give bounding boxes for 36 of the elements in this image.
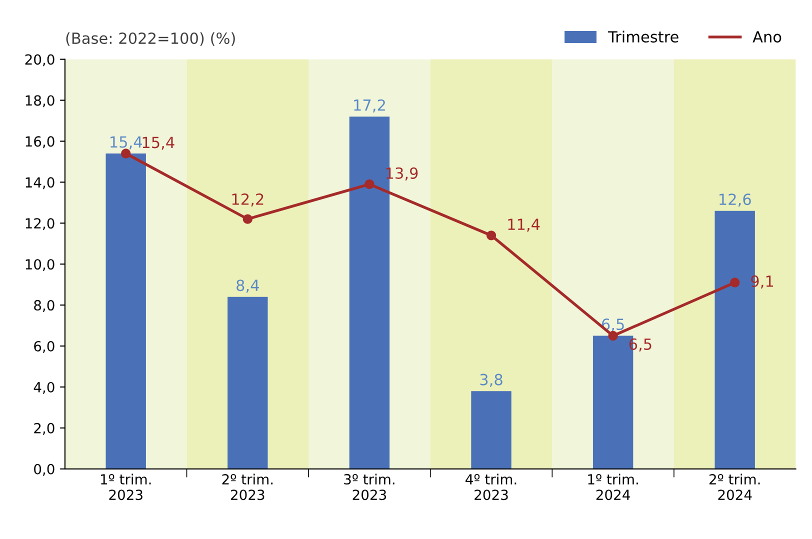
x-tick-label: 1º trim. 2024 <box>588 474 638 500</box>
y-tick-label: 0,0 <box>34 464 54 476</box>
data-label: 3,8 <box>480 374 502 387</box>
chart-subtitle: (Base: 2022=100) (%) <box>66 32 235 46</box>
y-tick-label: 4,0 <box>34 382 54 394</box>
point <box>730 278 740 288</box>
x-tick-label: 4º trim. 2023 <box>466 474 516 500</box>
point <box>121 148 131 158</box>
data-label: 8,4 <box>236 280 259 293</box>
x-tick-label: 2º trim. 2023 <box>222 474 273 500</box>
point <box>364 179 374 190</box>
y-tick-label: 10,0 <box>26 259 54 271</box>
data-label: 12,6 <box>720 194 751 207</box>
y-tick-label: 6,0 <box>34 341 54 353</box>
point <box>608 330 618 341</box>
legend-label: Trimestre <box>608 30 678 43</box>
y-tick-label: 16,0 <box>26 136 54 148</box>
x-tick-label: 1º trim. 2023 <box>101 474 151 500</box>
point <box>242 214 253 224</box>
x-tick-label: 2º trim. 2024 <box>710 474 760 500</box>
y-tick-label: 12,0 <box>26 218 54 230</box>
y-tick-label: 14,0 <box>26 177 54 190</box>
legend-label: Ano <box>752 31 782 43</box>
y-tick-label: 8,0 <box>34 300 54 312</box>
data-label: 15,4 <box>110 136 142 150</box>
point <box>486 230 496 240</box>
y-tick-label: 20,0 <box>25 54 54 66</box>
bar <box>471 391 512 469</box>
y-tick-label: 18,0 <box>26 95 54 108</box>
data-label: 17,2 <box>354 99 385 112</box>
y-tick-label: 2,0 <box>34 422 54 435</box>
data-label: 11,4 <box>508 218 540 232</box>
data-label: 12,2 <box>232 193 264 207</box>
bar <box>228 296 268 469</box>
data-label: 15,4 <box>142 136 174 150</box>
x-tick-label: 3º trim. 2023 <box>344 474 394 500</box>
